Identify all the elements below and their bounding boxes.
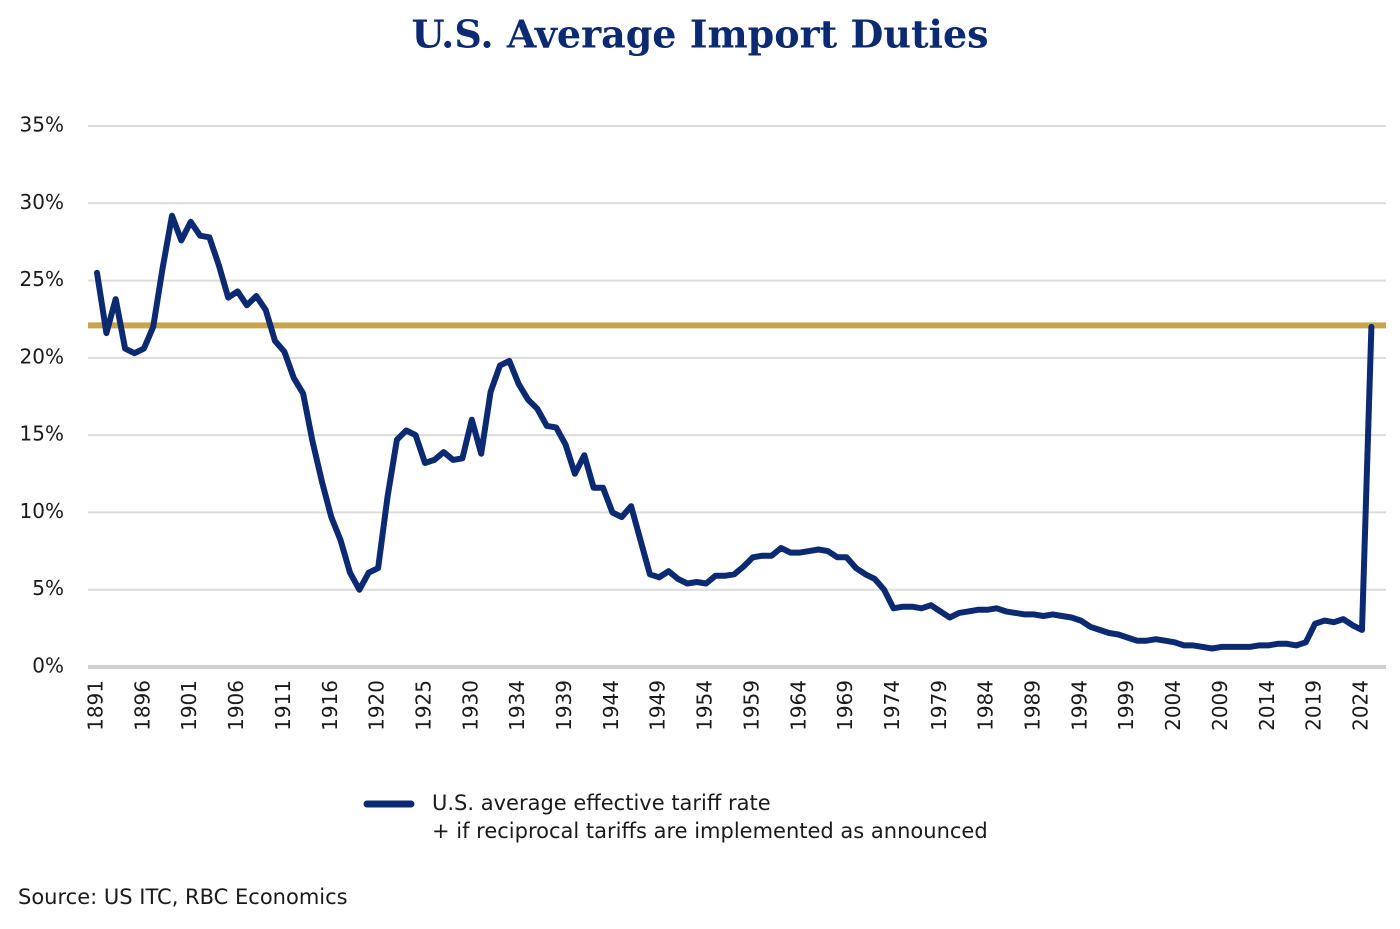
y-tick-label: 0% [32, 654, 64, 678]
x-tick-label: 1999 [1114, 680, 1138, 731]
x-tick-label: 1925 [411, 680, 435, 731]
y-tick-label: 20% [20, 344, 64, 368]
x-tick-label: 2014 [1255, 680, 1279, 731]
x-tick-label: 1974 [880, 680, 904, 731]
x-tick-label: 1979 [927, 680, 951, 731]
y-tick-label: 5% [32, 576, 64, 600]
source: Source: US ITC, RBC Economics [18, 885, 348, 909]
x-tick-label: 1964 [786, 680, 810, 731]
x-tick-label: 1954 [693, 680, 717, 731]
x-tick-label: 2004 [1161, 680, 1185, 731]
x-tick-label: 1969 [833, 680, 857, 731]
x-tick-label: 2009 [1208, 680, 1232, 731]
x-tick-label: 1944 [599, 680, 623, 731]
x-tick-label: 1934 [505, 680, 529, 731]
x-tick-label: 1959 [739, 680, 763, 731]
legend-label: U.S. average effective tariff rate [432, 791, 771, 815]
x-tick-label: 1891 [84, 680, 108, 731]
legend-note: + if reciprocal tariffs are implemented … [432, 819, 988, 843]
x-tick-label: 1930 [458, 680, 482, 731]
x-tick-label: 1916 [318, 680, 342, 731]
series-line [94, 212, 1375, 652]
chart-title: U.S. Average Import Duties [411, 12, 988, 57]
x-tick-label: 1920 [365, 680, 389, 731]
x-tick-label: 1896 [130, 680, 154, 731]
x-tick-label: 1906 [224, 680, 248, 731]
y-tick-label: 35% [20, 113, 64, 137]
x-tick-label: 1984 [974, 680, 998, 731]
x-tick-label: 2019 [1302, 680, 1326, 731]
x-tick-label: 1949 [646, 680, 670, 731]
x-tick-label: 1911 [271, 680, 295, 731]
x-tick-label: 1989 [1021, 680, 1045, 731]
y-tick-label: 10% [20, 499, 64, 523]
x-tick-label: 2024 [1349, 680, 1373, 731]
y-tick-label: 15% [20, 422, 64, 446]
x-tick-label: 1994 [1067, 680, 1091, 731]
y-tick-label: 30% [20, 190, 64, 214]
x-tick-label: 1901 [177, 680, 201, 731]
x-tick-label: 1939 [552, 680, 576, 731]
y-tick-label: 25% [20, 267, 64, 291]
